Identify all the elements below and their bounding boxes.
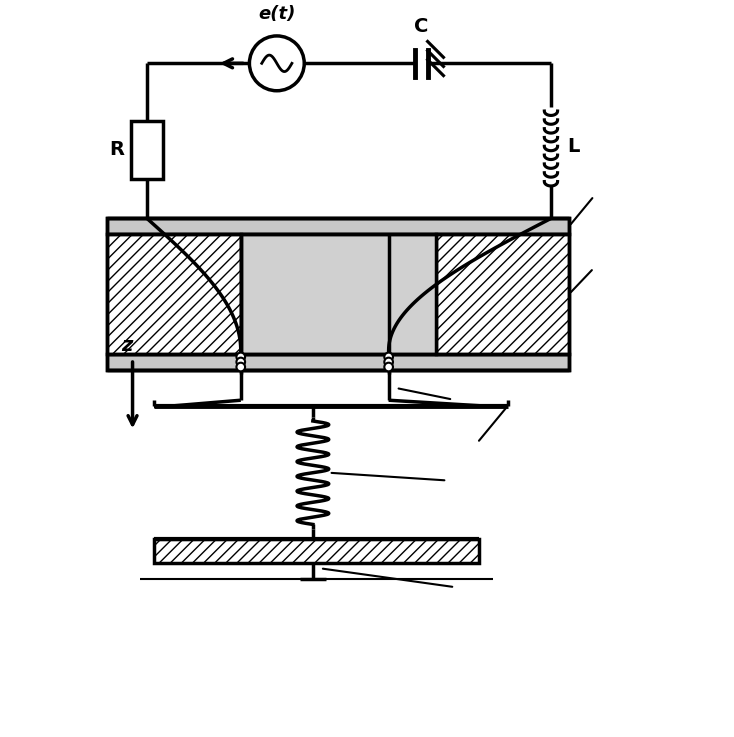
Text: R: R — [109, 140, 124, 159]
Text: 操作杠: 操作杠 — [323, 569, 500, 590]
Circle shape — [385, 363, 393, 371]
Text: 磁体: 磁体 — [571, 265, 613, 292]
Text: L: L — [567, 137, 579, 156]
Text: 刚性框: 刚性框 — [450, 408, 506, 446]
Text: z: z — [121, 337, 132, 355]
Bar — [131, 121, 163, 179]
Text: 石材: 石材 — [571, 193, 613, 224]
Text: 动圈: 动圈 — [399, 388, 483, 402]
Text: C: C — [414, 17, 429, 36]
Circle shape — [236, 357, 245, 366]
Bar — [107, 234, 241, 354]
Text: 弹簧: 弹簧 — [332, 473, 483, 482]
Circle shape — [385, 352, 393, 361]
Circle shape — [236, 363, 245, 371]
Bar — [107, 218, 569, 234]
Bar — [107, 354, 569, 370]
Circle shape — [236, 352, 245, 361]
Bar — [241, 234, 435, 354]
Circle shape — [385, 357, 393, 366]
Bar — [107, 218, 569, 370]
Bar — [435, 234, 569, 354]
Circle shape — [250, 36, 304, 91]
Text: e(t): e(t) — [258, 5, 296, 23]
Bar — [154, 539, 479, 562]
